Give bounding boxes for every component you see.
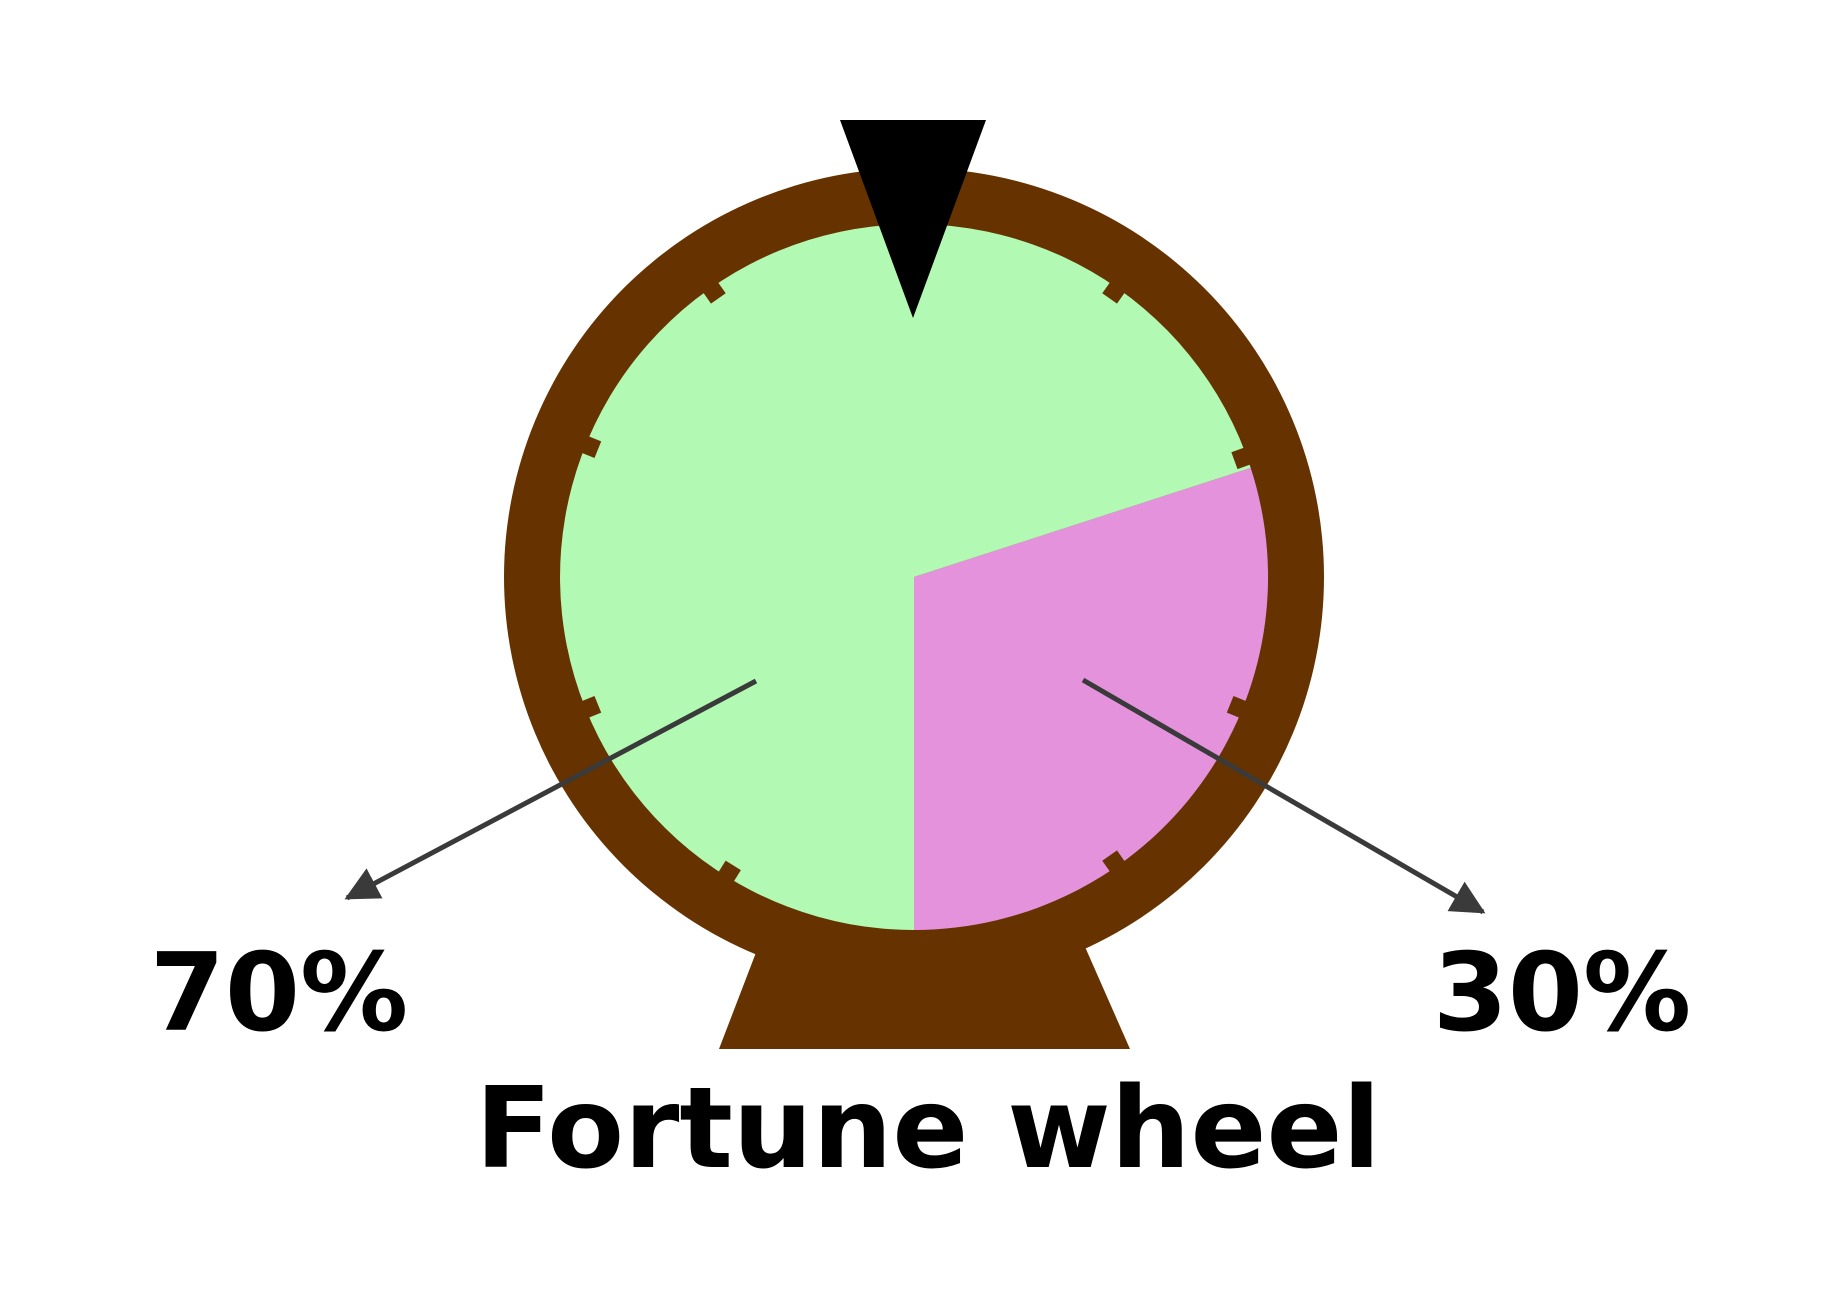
arrow-30-percent <box>1081 677 1486 915</box>
arrow-70-percent <box>344 678 758 901</box>
rim-peg <box>1226 695 1251 720</box>
rim-peg <box>577 695 602 720</box>
rim-peg <box>1231 446 1255 470</box>
wheel-segments <box>560 223 1269 931</box>
segment-label-30: 30% <box>1433 931 1692 1056</box>
segment-30-percent <box>914 467 1269 931</box>
rim-peg <box>1102 278 1128 304</box>
segment-70-percent <box>560 223 1251 930</box>
rim-peg <box>1102 850 1128 876</box>
rim-peg <box>716 860 741 886</box>
segment-label-70: 70% <box>150 931 409 1056</box>
wheel-pegs <box>577 278 1255 886</box>
rim-peg <box>577 434 602 459</box>
pointer-triangle-icon <box>840 120 986 318</box>
diagram-title: Fortune wheel <box>475 1064 1381 1194</box>
rim-peg <box>700 278 726 304</box>
